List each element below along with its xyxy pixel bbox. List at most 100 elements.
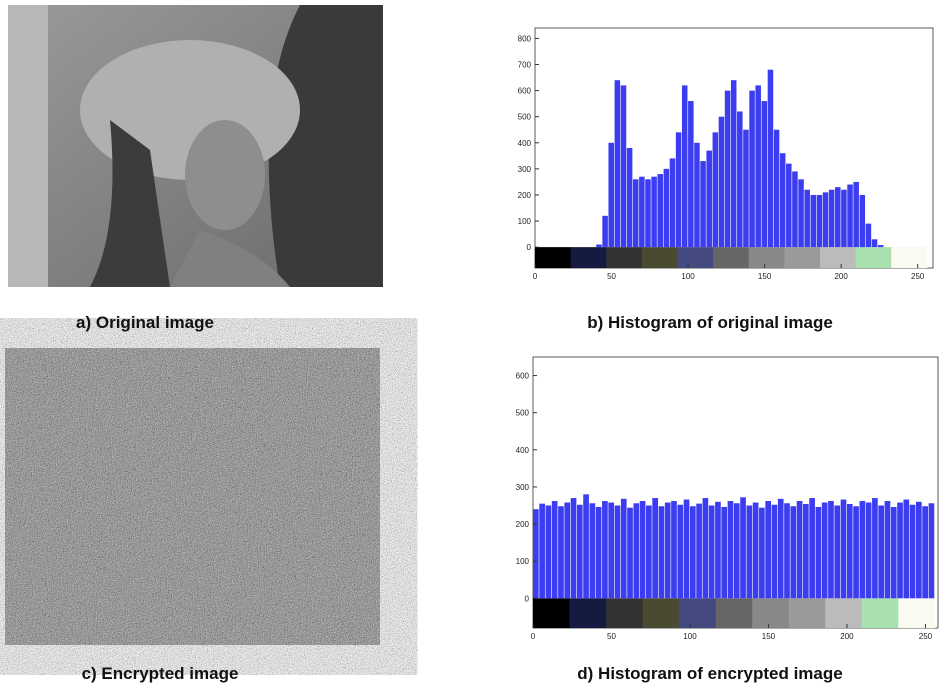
colorbar xyxy=(571,247,607,268)
bar xyxy=(872,498,878,598)
bar xyxy=(811,195,817,247)
bar xyxy=(829,190,835,247)
bar xyxy=(670,158,676,247)
bar xyxy=(866,224,872,247)
bar xyxy=(784,503,790,598)
bar xyxy=(706,151,712,248)
bar xyxy=(841,190,847,247)
bar xyxy=(596,245,602,248)
caption: d) Histogram of encrypted image xyxy=(577,664,842,683)
bar xyxy=(790,506,796,598)
bar xyxy=(602,501,608,598)
bar xyxy=(608,503,614,599)
bar xyxy=(539,504,545,599)
bar xyxy=(774,130,780,247)
bar xyxy=(860,501,866,598)
encrypted-image xyxy=(5,348,380,645)
colorbar xyxy=(862,598,899,628)
bar xyxy=(725,91,731,248)
x-tick-label: 250 xyxy=(919,632,933,641)
bar xyxy=(728,501,734,598)
bar xyxy=(633,179,639,247)
bar xyxy=(853,506,859,598)
bar xyxy=(828,501,834,598)
bar xyxy=(910,505,916,599)
x-tick-label: 50 xyxy=(607,272,616,281)
bar xyxy=(797,501,803,598)
figure: a) Original image b) Histogram of origin… xyxy=(0,0,939,689)
bar xyxy=(577,505,583,599)
x-tick-label: 200 xyxy=(840,632,854,641)
bar xyxy=(665,503,671,599)
bar xyxy=(768,70,774,247)
colorbar xyxy=(820,247,856,268)
bar xyxy=(700,161,706,247)
bar xyxy=(621,85,627,247)
bar xyxy=(615,80,621,247)
bar xyxy=(755,85,761,247)
bar xyxy=(688,101,694,247)
bar xyxy=(682,85,688,247)
y-tick-label: 400 xyxy=(516,446,530,455)
bar xyxy=(639,177,645,247)
bar xyxy=(792,171,798,247)
bar xyxy=(878,505,884,598)
bar xyxy=(703,498,709,598)
colorbar xyxy=(749,247,785,268)
colorbar xyxy=(535,247,571,268)
bar xyxy=(558,506,564,598)
bar xyxy=(903,500,909,599)
y-tick-label: 700 xyxy=(518,61,532,70)
colorbar xyxy=(533,598,570,628)
y-tick-label: 100 xyxy=(516,557,530,566)
bar xyxy=(608,143,614,247)
bar xyxy=(798,179,804,247)
bar xyxy=(822,503,828,599)
bar xyxy=(878,245,884,247)
bar xyxy=(671,501,677,598)
bar xyxy=(891,507,897,598)
bar xyxy=(633,503,639,598)
x-tick-label: 150 xyxy=(762,632,776,641)
x-tick-label: 0 xyxy=(531,632,536,641)
bar xyxy=(615,505,621,598)
colorbar xyxy=(570,598,607,628)
bar xyxy=(922,506,928,598)
colorbar xyxy=(679,598,716,628)
y-tick-label: 600 xyxy=(516,372,530,381)
bar xyxy=(847,504,853,598)
y-tick-label: 300 xyxy=(518,165,532,174)
caption: a) Original image xyxy=(76,313,214,332)
colorbar xyxy=(789,598,826,628)
bar xyxy=(772,505,778,599)
bar xyxy=(657,174,663,247)
bar xyxy=(651,177,657,247)
bar xyxy=(684,500,690,599)
bar xyxy=(872,239,878,247)
bar xyxy=(916,502,922,599)
caption: b) Histogram of original image xyxy=(587,313,833,332)
bar xyxy=(694,143,700,247)
bar xyxy=(677,505,683,599)
bar xyxy=(786,164,792,247)
bar xyxy=(804,190,810,247)
y-tick-label: 600 xyxy=(518,87,532,96)
x-tick-label: 200 xyxy=(834,272,848,281)
x-tick-label: 50 xyxy=(607,632,616,641)
original-image xyxy=(8,5,383,287)
x-tick-label: 150 xyxy=(758,272,772,281)
bar xyxy=(841,500,847,599)
bar xyxy=(690,506,696,598)
bar xyxy=(731,80,737,247)
bar xyxy=(835,187,841,247)
bar xyxy=(778,499,784,598)
bar xyxy=(816,507,822,598)
bar xyxy=(652,498,658,598)
bar xyxy=(746,505,752,598)
y-tick-label: 500 xyxy=(518,113,532,122)
x-tick-label: 100 xyxy=(681,272,695,281)
bar xyxy=(696,504,702,599)
bar xyxy=(823,192,829,247)
bar xyxy=(659,506,665,598)
bar xyxy=(740,497,746,598)
